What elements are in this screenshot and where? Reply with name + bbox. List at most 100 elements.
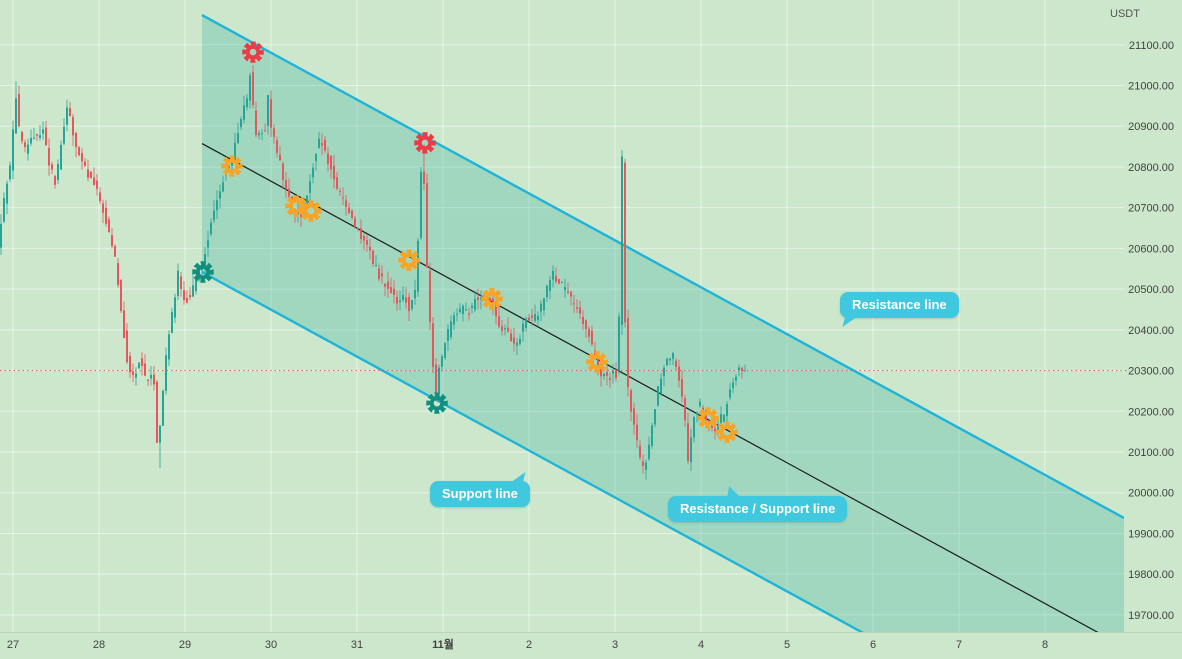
candle-body	[630, 390, 632, 412]
time-tick-label: 29	[179, 639, 191, 651]
candle-body	[117, 262, 119, 286]
candle-body	[93, 177, 95, 186]
candle-body	[102, 203, 104, 213]
candle-body	[540, 303, 542, 312]
candle-body	[642, 461, 644, 466]
gear-marker-icon[interactable]	[697, 407, 719, 429]
candle-body	[387, 281, 389, 289]
candle-body	[207, 240, 209, 248]
candle-body	[147, 379, 149, 381]
gear-marker-icon[interactable]	[221, 155, 243, 177]
resistance-line-label-text: Resistance line	[852, 297, 947, 312]
resistance-support-line-label[interactable]: Resistance / Support line	[668, 486, 848, 522]
candle-body	[405, 297, 407, 303]
candle-body	[696, 412, 698, 415]
candle-body	[204, 253, 206, 266]
price-tick-label: 20200.00	[1128, 406, 1174, 418]
candle-body	[708, 420, 710, 422]
candle-body	[615, 370, 617, 379]
gear-marker-icon[interactable]	[716, 421, 738, 443]
candle-body	[177, 270, 179, 297]
candle-body	[519, 338, 521, 344]
resistance-line-label[interactable]: Resistance line	[840, 292, 959, 327]
candle-body	[573, 303, 575, 305]
candle-body	[381, 273, 383, 277]
candle-body	[684, 398, 686, 421]
candle-body	[249, 75, 251, 101]
candle-body	[327, 153, 329, 164]
candle-body	[474, 298, 476, 310]
candle-body	[258, 132, 260, 136]
candle-body	[363, 235, 365, 241]
gear-marker-icon[interactable]	[426, 392, 448, 414]
price-tick-label: 20100.00	[1128, 447, 1174, 459]
gear-marker-icon[interactable]	[242, 41, 264, 63]
candle-body	[552, 270, 554, 280]
gear-marker-icon[interactable]	[481, 288, 503, 310]
time-tick-label: 3	[612, 639, 618, 651]
time-tick-label: 30	[265, 639, 277, 651]
candle-body	[234, 142, 236, 161]
time-tick-label: 7	[956, 639, 962, 651]
support-line[interactable]	[201, 270, 1124, 654]
candle-body	[429, 270, 431, 323]
candle-body	[420, 171, 422, 238]
candle-body	[81, 153, 83, 162]
candle-body	[240, 119, 242, 128]
candle-body	[666, 358, 668, 366]
candle-body	[435, 364, 437, 394]
candle-body	[42, 129, 44, 134]
parallel-channel[interactable]	[201, 14, 1124, 654]
price-tick-label: 20300.00	[1128, 366, 1174, 378]
candle-body	[96, 180, 98, 189]
price-tick-label: 20900.00	[1128, 121, 1174, 133]
candle-body	[681, 379, 683, 397]
candle-body	[531, 315, 533, 318]
candle-body	[735, 376, 737, 381]
candle-body	[627, 318, 629, 388]
candle-body	[162, 390, 164, 426]
price-axis[interactable]: USDT 21100.00 21000.00 20900.00 20800.00 2070…	[1110, 8, 1174, 622]
candle-body	[285, 179, 287, 189]
candle-body	[378, 268, 380, 280]
candle-body	[252, 72, 254, 105]
candle-body	[510, 333, 512, 342]
gear-markers[interactable]	[192, 41, 738, 443]
candle-body	[648, 444, 650, 459]
candle-body	[51, 164, 53, 170]
candle-body	[612, 370, 614, 374]
gear-marker-icon[interactable]	[192, 261, 214, 283]
candle-body	[711, 424, 713, 429]
gear-marker-icon[interactable]	[414, 132, 436, 154]
candle-body	[591, 330, 593, 345]
candle-body	[549, 280, 551, 291]
support-line-label[interactable]: Support line	[430, 472, 530, 507]
gear-marker-icon[interactable]	[586, 351, 608, 373]
price-tick-label: 21000.00	[1128, 81, 1174, 93]
candle-body	[606, 372, 608, 376]
gear-marker-icon[interactable]	[398, 249, 420, 271]
candle-body	[411, 300, 413, 310]
candle-body	[624, 162, 626, 323]
price-tick-label: 21100.00	[1129, 40, 1174, 52]
resistance-line[interactable]	[201, 14, 1124, 520]
candle-body	[678, 366, 680, 381]
candle-body	[30, 138, 32, 144]
candle-body	[504, 328, 506, 330]
candle-body	[570, 292, 572, 297]
candle-body	[618, 316, 620, 371]
candle-body	[558, 279, 560, 284]
time-tick-label: 31	[351, 639, 363, 651]
candle-body	[636, 424, 638, 441]
candle-body	[264, 130, 266, 132]
candle-body	[333, 165, 335, 180]
candle-body	[585, 320, 587, 330]
time-axis[interactable]: 27 28 29 30 31 11월 2 3 4 5 6 7 8	[7, 637, 1048, 651]
gear-marker-icon[interactable]	[300, 200, 322, 222]
label-tail	[725, 486, 742, 499]
median-line[interactable]	[201, 143, 1124, 647]
candle-body	[174, 297, 176, 318]
candle-body	[357, 228, 359, 230]
